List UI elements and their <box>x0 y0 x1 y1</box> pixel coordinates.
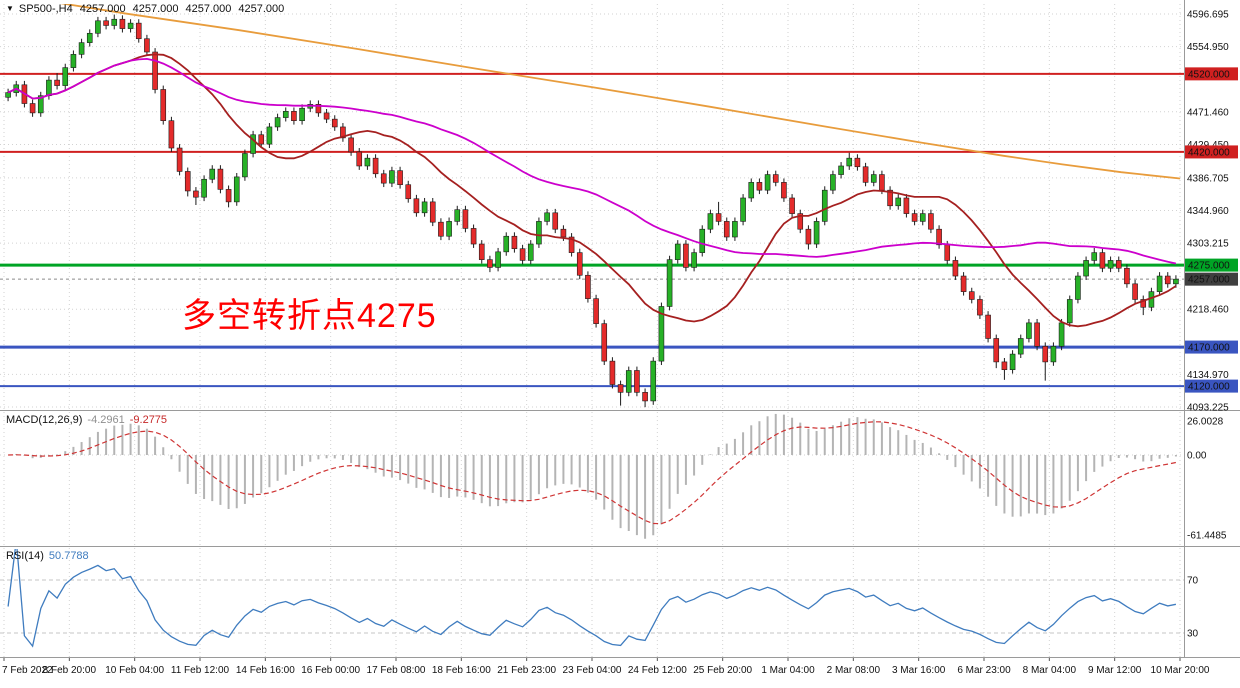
svg-text:8 Mar 04:00: 8 Mar 04:00 <box>1023 665 1077 676</box>
svg-text:4257.000: 4257.000 <box>1188 275 1230 286</box>
panel-separators <box>0 0 1240 658</box>
svg-text:3 Mar 16:00: 3 Mar 16:00 <box>892 665 946 676</box>
svg-text:4303.215: 4303.215 <box>1187 239 1229 250</box>
svg-text:30: 30 <box>1187 629 1199 640</box>
price-badge-4275.000 <box>1185 258 1238 272</box>
svg-text:4554.950: 4554.950 <box>1187 42 1229 53</box>
macd-panel <box>8 413 1177 539</box>
rsi-indicator-label: RSI(14) 50.7788 <box>6 550 94 562</box>
macd-signal-line <box>8 421 1177 525</box>
rsi-title: RSI(14) <box>6 550 44 562</box>
svg-text:6 Mar 23:00: 6 Mar 23:00 <box>957 665 1011 676</box>
price-axis: 4596.6954554.9504471.4604429.4504386.705… <box>1187 10 1229 640</box>
svg-text:25 Feb 20:00: 25 Feb 20:00 <box>693 665 752 676</box>
moving-averages <box>7 4 1181 328</box>
svg-text:4471.460: 4471.460 <box>1187 107 1229 118</box>
chart-dropdown-icon[interactable]: ▼ <box>6 4 14 13</box>
rsi-line <box>7 549 1177 648</box>
svg-text:10 Mar 20:00: 10 Mar 20:00 <box>1151 665 1210 676</box>
svg-text:11 Feb 12:00: 11 Feb 12:00 <box>171 665 230 676</box>
rsi-value: 50.7788 <box>48 550 89 562</box>
svg-text:8 Feb 20:00: 8 Feb 20:00 <box>43 665 97 676</box>
svg-text:4120.000: 4120.000 <box>1188 382 1230 393</box>
svg-text:70: 70 <box>1187 576 1199 587</box>
svg-text:4596.695: 4596.695 <box>1187 10 1229 21</box>
symbol-info: ▼ SP500-,H4 4257.000 4257.000 4257.000 4257.0… <box>6 3 284 15</box>
svg-text:2 Mar 08:00: 2 Mar 08:00 <box>827 665 881 676</box>
svg-text:14 Feb 16:00: 14 Feb 16:00 <box>236 665 295 676</box>
grid-lines <box>0 4 1184 657</box>
svg-text:4344.960: 4344.960 <box>1187 206 1229 217</box>
svg-text:4170.000: 4170.000 <box>1188 343 1230 354</box>
macd-indicator-label: MACD(12,26,9) -4.2961 -9.2775 <box>6 414 172 426</box>
svg-text:21 Feb 23:00: 21 Feb 23:00 <box>497 665 556 676</box>
svg-text:9 Mar 12:00: 9 Mar 12:00 <box>1088 665 1142 676</box>
svg-text:23 Feb 04:00: 23 Feb 04:00 <box>563 665 622 676</box>
rsi-panel <box>7 549 1177 648</box>
support-resistance-lines <box>0 72 1184 388</box>
svg-text:4386.705: 4386.705 <box>1187 173 1229 184</box>
ma-mid-magenta <box>7 57 1177 265</box>
svg-text:17 Feb 08:00: 17 Feb 08:00 <box>367 665 426 676</box>
price-badge-4170.000 <box>1185 340 1238 354</box>
svg-text:24 Feb 12:00: 24 Feb 12:00 <box>628 665 687 676</box>
price-annotation: 多空转折点4275 <box>182 297 437 335</box>
open-value: 4257.000 <box>79 3 126 15</box>
low-value: 4257.000 <box>185 3 232 15</box>
svg-text:1 Mar 04:00: 1 Mar 04:00 <box>761 665 815 676</box>
close-value: 4257.000 <box>238 3 285 15</box>
svg-text:0.00: 0.00 <box>1187 451 1207 462</box>
price-badge-4120.000 <box>1185 379 1238 393</box>
svg-text:4218.460: 4218.460 <box>1187 305 1229 316</box>
svg-text:26.0028: 26.0028 <box>1187 417 1224 428</box>
price-badges: 4520.000 4420.000 4275.000 4257.000 4170.000… <box>1185 67 1238 393</box>
ma-fast-red <box>7 53 1177 328</box>
macd-signal-value: -9.2775 <box>129 414 168 426</box>
svg-text:7 Feb 2022: 7 Feb 2022 <box>2 665 53 676</box>
svg-text:10 Feb 04:00: 10 Feb 04:00 <box>105 665 164 676</box>
price-badge-4420.000 <box>1185 145 1238 159</box>
svg-text:4093.225: 4093.225 <box>1187 403 1229 414</box>
ma-slow-orange <box>60 4 1181 180</box>
price-badge-4257.000 <box>1185 272 1238 286</box>
high-value: 4257.000 <box>132 3 179 15</box>
svg-text:4275.000: 4275.000 <box>1188 261 1230 272</box>
macd-main-value: -4.2961 <box>87 414 125 426</box>
svg-text:18 Feb 16:00: 18 Feb 16:00 <box>432 665 491 676</box>
macd-title: MACD(12,26,9) <box>6 414 83 426</box>
svg-text:-61.4485: -61.4485 <box>1187 531 1227 542</box>
svg-text:4134.970: 4134.970 <box>1187 370 1229 381</box>
svg-text:4420.000: 4420.000 <box>1188 147 1230 158</box>
svg-text:4520.000: 4520.000 <box>1188 69 1230 80</box>
price-badge-4520.000 <box>1185 67 1238 81</box>
svg-text:16 Feb 00:00: 16 Feb 00:00 <box>301 665 360 676</box>
candlesticks[interactable] <box>5 14 1179 408</box>
symbol-timeframe-label: SP500-,H4 <box>18 3 73 15</box>
